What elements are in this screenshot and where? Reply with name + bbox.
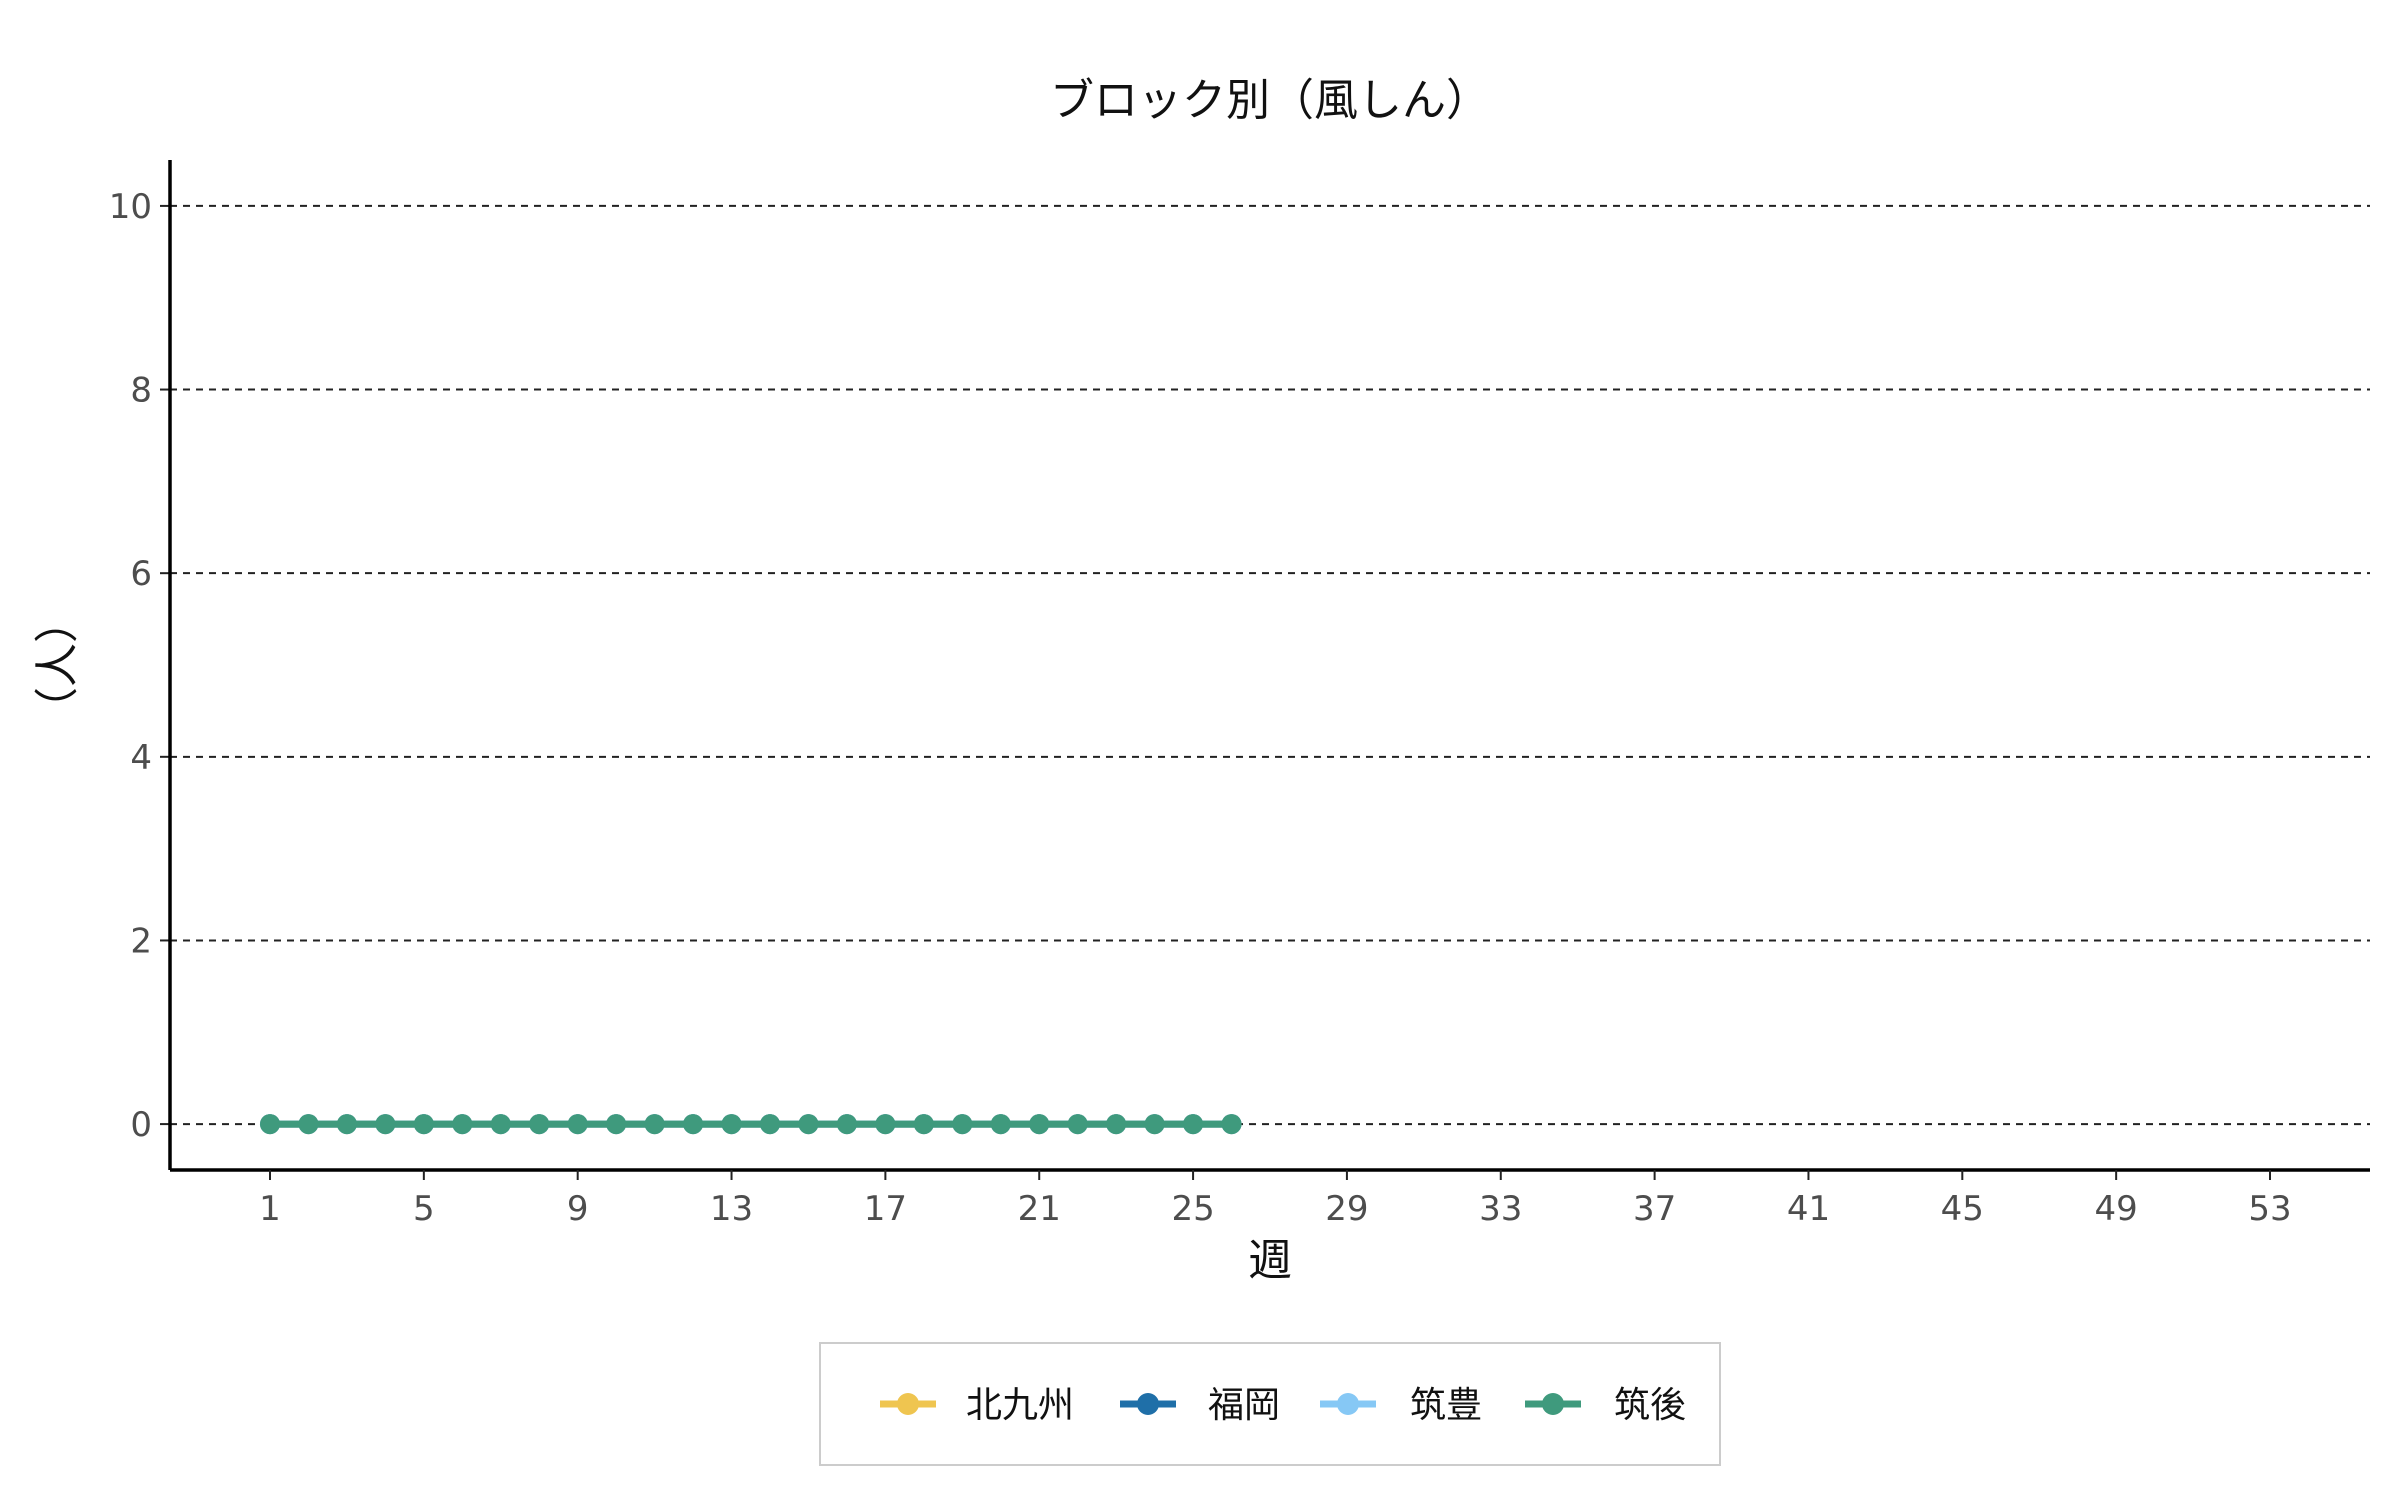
data-point	[875, 1114, 896, 1135]
y-tick-label: 2	[130, 921, 152, 961]
legend-label: 筑後	[1614, 1385, 1686, 1426]
legend-key-point	[1337, 1393, 1359, 1415]
x-tick-label: 21	[1018, 1189, 1061, 1229]
x-tick-label: 53	[2248, 1189, 2291, 1229]
data-point	[836, 1114, 857, 1135]
x-tick-label: 25	[1171, 1189, 1214, 1229]
data-point	[1183, 1114, 1204, 1135]
legend-item: 福岡	[1120, 1385, 1280, 1426]
x-axis-title: 週	[1248, 1235, 1292, 1286]
data-point	[798, 1114, 819, 1135]
legend-key-point	[1137, 1393, 1159, 1415]
y-tick-label: 0	[130, 1105, 152, 1145]
data-point	[452, 1114, 473, 1135]
data-point	[336, 1114, 357, 1135]
data-point	[683, 1114, 704, 1135]
legend-label: 筑豊	[1410, 1385, 1482, 1426]
data-point	[567, 1114, 588, 1135]
tick-labels: 0 2 4 6 8 10 1 5 9 13 17 21 25 29 33 37 41 45 49 53	[109, 187, 2292, 1229]
data-point	[1144, 1114, 1165, 1135]
x-tick-label: 29	[1325, 1189, 1368, 1229]
data-point	[1029, 1114, 1050, 1135]
data-point	[760, 1114, 780, 1135]
legend-key-point	[1542, 1393, 1564, 1415]
data-point	[490, 1114, 511, 1135]
x-tick-label: 13	[710, 1189, 753, 1229]
x-tick-label: 45	[1941, 1189, 1984, 1229]
y-tick-label: 4	[130, 738, 152, 778]
data-point	[721, 1114, 742, 1135]
chart-title: ブロック別（風しん）	[1050, 75, 1490, 126]
legend-item: 北九州	[880, 1385, 1074, 1426]
data-series	[260, 1114, 1242, 1135]
data-point	[913, 1114, 934, 1135]
data-point	[413, 1114, 434, 1135]
data-point	[260, 1114, 280, 1135]
data-point	[606, 1114, 627, 1135]
data-point	[375, 1114, 396, 1135]
data-point	[529, 1114, 550, 1135]
legend-item: 筑豊	[1320, 1385, 1482, 1426]
y-axis-title: （人）	[32, 599, 83, 731]
legend-label: 福岡	[1208, 1385, 1280, 1426]
data-point	[1106, 1114, 1127, 1135]
legend-item: 筑後	[1525, 1385, 1686, 1426]
legend-label: 北九州	[966, 1385, 1074, 1426]
series-4	[260, 1114, 1242, 1135]
x-tick-label: 41	[1787, 1189, 1830, 1229]
x-tick-label: 5	[413, 1189, 435, 1229]
data-point	[644, 1114, 665, 1135]
legend-key-point	[897, 1393, 919, 1415]
y-tick-label: 6	[130, 554, 152, 594]
x-tick-label: 1	[259, 1189, 281, 1229]
y-tick-label: 8	[130, 371, 152, 411]
x-tick-label: 33	[1479, 1189, 1522, 1229]
grid-lines	[170, 204, 2370, 1126]
data-point	[1221, 1114, 1242, 1135]
legend: 北九州 福岡 筑豊 筑後	[819, 1342, 1721, 1466]
data-point	[990, 1114, 1011, 1135]
data-point	[952, 1114, 973, 1135]
data-point	[298, 1114, 319, 1135]
x-tick-label: 9	[567, 1189, 589, 1229]
x-tick-label: 49	[2095, 1189, 2138, 1229]
data-point	[1067, 1114, 1088, 1135]
y-tick-label: 10	[109, 187, 152, 227]
x-tick-label: 37	[1633, 1189, 1676, 1229]
axes	[160, 160, 2370, 1180]
x-tick-label: 17	[864, 1189, 907, 1229]
